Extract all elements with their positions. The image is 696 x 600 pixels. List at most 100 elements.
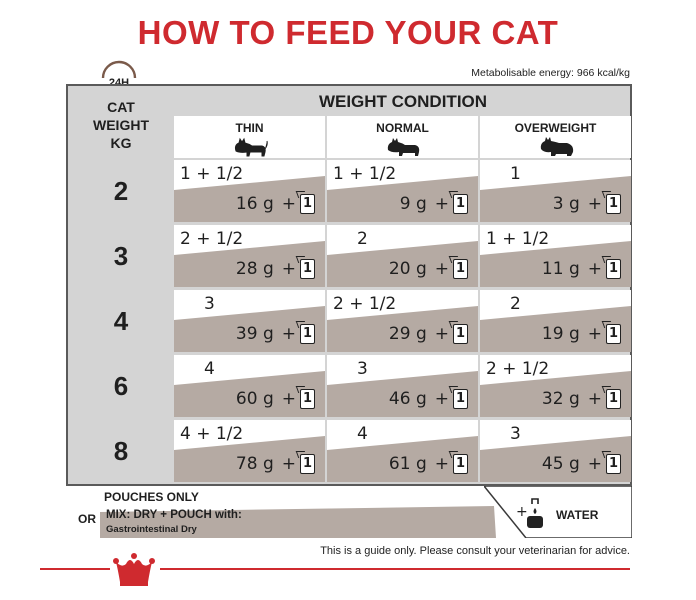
grey-band bbox=[480, 371, 631, 417]
grey-band bbox=[174, 176, 325, 222]
plus-sign: + bbox=[434, 194, 449, 214]
mix-band bbox=[96, 506, 496, 538]
pouch-icon: 1 bbox=[300, 324, 315, 344]
energy-label: Metabolisable energy: 966 kcal/kg bbox=[471, 67, 630, 79]
grey-band bbox=[480, 306, 631, 352]
grams-group: 39 g +1 bbox=[236, 324, 315, 344]
grams-value: 3 g bbox=[552, 194, 580, 214]
water-box: + bbox=[484, 486, 632, 538]
pouch-icon: 1 bbox=[606, 389, 621, 409]
pouch-icon: 1 bbox=[453, 454, 468, 474]
weight-value: 2 bbox=[113, 176, 129, 206]
grams-group: 32 g +1 bbox=[542, 389, 621, 409]
grey-band bbox=[480, 241, 631, 287]
grams-value: 78 g bbox=[235, 454, 274, 474]
plus-sign: + bbox=[587, 389, 602, 409]
column-overweight: OVERWEIGHT bbox=[480, 116, 631, 158]
grams-group: 46 g +1 bbox=[389, 389, 468, 409]
pouch-count: 4 bbox=[204, 359, 215, 379]
grams-value: 20 g bbox=[388, 259, 427, 279]
pouch-count: 1 + 1/2 bbox=[333, 164, 397, 184]
pouch-count: 4 bbox=[357, 424, 368, 444]
plus-sign: + bbox=[587, 194, 602, 214]
royal-canin-crown-logo bbox=[113, 553, 155, 586]
feeding-cell: 2 + 1/2 28 g +1 bbox=[174, 225, 325, 287]
grey-band bbox=[174, 436, 325, 482]
grams-group: 19 g +1 bbox=[542, 324, 621, 344]
grey-band bbox=[174, 306, 325, 352]
pouch-count: 3 bbox=[204, 294, 215, 314]
pouch-count: 2 + 1/2 bbox=[333, 294, 397, 314]
header-line-kg: KG bbox=[110, 135, 132, 151]
grams-value: 45 g bbox=[541, 454, 580, 474]
pouch-count: 1 + 1/2 bbox=[486, 229, 550, 249]
grey-band bbox=[327, 176, 478, 222]
grams-value: 9 g bbox=[399, 194, 427, 214]
pouch-icon: 1 bbox=[606, 259, 621, 279]
grey-band bbox=[480, 436, 631, 482]
grams-group: 78 g +1 bbox=[236, 454, 315, 474]
grams-value: 29 g bbox=[388, 324, 427, 344]
plus-sign: + bbox=[281, 454, 296, 474]
plus-sign: + bbox=[434, 389, 449, 409]
feeding-cell: 1 3 g +1 bbox=[480, 160, 631, 222]
feeding-cell: 4 61 g +1 bbox=[327, 420, 478, 482]
plus-sign: + bbox=[281, 389, 296, 409]
pouch-count: 1 bbox=[510, 164, 521, 184]
page-title: HOW TO FEED YOUR CAT bbox=[137, 14, 559, 51]
pouch-icon: 1 bbox=[453, 194, 468, 214]
grams-value: 60 g bbox=[235, 389, 274, 409]
pouch-icon: 1 bbox=[453, 324, 468, 344]
grams-value: 28 g bbox=[235, 259, 274, 279]
grams-group: 16 g +1 bbox=[236, 194, 315, 214]
grams-group: 45 g +1 bbox=[542, 454, 621, 474]
feeding-cell: 2 20 g +1 bbox=[327, 225, 478, 287]
column-label-overweight: OVERWEIGHT bbox=[514, 121, 597, 135]
grams-value: 16 g bbox=[235, 194, 274, 214]
grey-band bbox=[327, 371, 478, 417]
pouch-icon: 1 bbox=[300, 194, 315, 214]
header-line-cat: CAT bbox=[107, 99, 135, 115]
normal-cat-icon bbox=[387, 138, 419, 156]
grey-band bbox=[327, 306, 478, 352]
plus-sign: + bbox=[281, 259, 296, 279]
grams-value: 39 g bbox=[235, 324, 274, 344]
plus-sign: + bbox=[281, 324, 296, 344]
grams-group: 61 g +1 bbox=[389, 454, 468, 474]
pouch-icon: 1 bbox=[453, 389, 468, 409]
grams-group: 29 g +1 bbox=[389, 324, 468, 344]
grams-group: 60 g +1 bbox=[236, 389, 315, 409]
pouch-count: 2 bbox=[510, 294, 521, 314]
water-bowl-icon bbox=[527, 498, 543, 528]
pouch-icon: 1 bbox=[606, 194, 621, 214]
weight-value: 4 bbox=[113, 306, 129, 336]
feeding-cell: 1 + 1/2 11 g +1 bbox=[480, 225, 631, 287]
mix-label: MIX: DRY + POUCH with: bbox=[106, 509, 242, 521]
pouch-icon: 1 bbox=[606, 454, 621, 474]
feeding-cell: 2 + 1/2 29 g +1 bbox=[327, 290, 478, 352]
pouches-only-label: POUCHES ONLY bbox=[104, 490, 199, 504]
column-label-thin: THIN bbox=[235, 121, 264, 135]
weight-condition-header: WEIGHT CONDITION bbox=[318, 92, 488, 111]
header-line-weight: WEIGHT bbox=[93, 117, 149, 133]
weight-value: 6 bbox=[113, 371, 129, 401]
pouch-count: 1 + 1/2 bbox=[180, 164, 244, 184]
pouch-count: 2 bbox=[357, 229, 368, 249]
grams-group: 28 g +1 bbox=[236, 259, 315, 279]
pouch-count: 3 bbox=[357, 359, 368, 379]
weight-value: 8 bbox=[113, 436, 129, 466]
grey-band bbox=[327, 241, 478, 287]
feeding-table: CAT WEIGHT KG WEIGHT CONDITION THIN NORM… bbox=[66, 84, 632, 486]
feeding-cell: 2 + 1/2 32 g +1 bbox=[480, 355, 631, 417]
pouch-icon: 1 bbox=[453, 259, 468, 279]
grams-group: 9 g +1 bbox=[400, 194, 468, 214]
plus-sign: + bbox=[434, 259, 449, 279]
grams-value: 19 g bbox=[541, 324, 580, 344]
feeding-cell: 3 45 g +1 bbox=[480, 420, 631, 482]
pouch-icon: 1 bbox=[300, 259, 315, 279]
cat-weight-header: CAT WEIGHT KG bbox=[68, 98, 174, 152]
plus-sign: + bbox=[587, 259, 602, 279]
feeding-cell: 3 46 g +1 bbox=[327, 355, 478, 417]
feeding-cell: 4 + 1/2 78 g +1 bbox=[174, 420, 325, 482]
plus-sign: + bbox=[434, 324, 449, 344]
